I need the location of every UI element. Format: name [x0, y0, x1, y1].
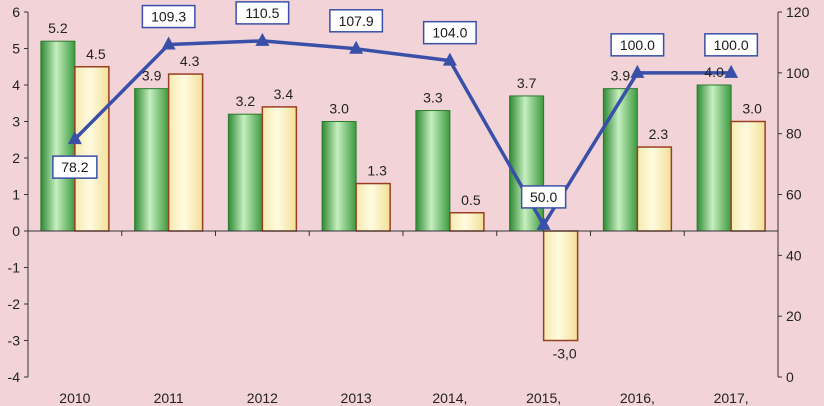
label-s3-3: 107.9 [339, 13, 374, 29]
y-left-tick-label-2: -2 [8, 296, 21, 312]
point-s3-1 [161, 36, 176, 50]
label-s2-0: 4.5 [86, 46, 106, 62]
axes: 2010 2011 2012 2013 2014, 2015, 2016, 2017,-4-3… [8, 4, 810, 406]
bar-s2-2 [261, 106, 298, 232]
label-s2-5: -3,0 [553, 346, 577, 362]
y-right-tick-label-6: 120 [786, 4, 810, 20]
bar-s2-0 [74, 66, 110, 232]
label-s1-2: 3.2 [236, 93, 256, 109]
label-s1-6: 3.9 [611, 68, 631, 84]
bar-s2-3 [355, 182, 391, 232]
point-s3-6 [630, 64, 645, 78]
label-s2-3: 1.3 [367, 163, 387, 179]
y-left-tick-label-6: 2 [12, 150, 20, 166]
x-tick-label-7: 2017, [714, 390, 749, 406]
point-s3-0 [67, 131, 82, 145]
y-right-tick-label-4: 80 [786, 126, 802, 142]
y-left-tick-label-10: 6 [12, 4, 20, 20]
bar-s2-5 [542, 230, 579, 342]
bar-s1-0 [40, 40, 76, 232]
label-s1-7: 4.0 [704, 64, 724, 80]
bar-s1-5 [509, 95, 545, 232]
bar-s2-6 [636, 146, 673, 232]
label-s3-1: 109.3 [151, 9, 186, 25]
label-box-s3-5 [520, 185, 567, 209]
label-s1-5: 3.7 [517, 75, 537, 91]
bar-s1-6 [602, 88, 638, 232]
label-s1-0: 5.2 [48, 20, 68, 36]
y-left-tick-label-8: 4 [12, 77, 20, 93]
y-left-tick-label-1: -3 [8, 333, 21, 349]
label-s2-6: 2.3 [649, 126, 669, 142]
bar-s1-4 [415, 110, 451, 232]
bar-s1-2 [227, 113, 263, 232]
label-box-s3-7 [704, 33, 759, 57]
data-labels: 5.2 4.5 3.9 4.3 3.2 3.4 3.0 1.3 3.3 0.5 3.7 -3,0 3.9… [48, 1, 762, 362]
bar-s1-1 [134, 88, 170, 232]
y-right-tick-label-2: 40 [786, 247, 802, 263]
y-left-tick-label-0: -4 [8, 369, 21, 385]
bar-s2-7 [730, 120, 766, 232]
y-left-tick-label-9: 5 [12, 41, 20, 57]
y-right-tick-label-0: 0 [786, 369, 794, 385]
x-tick-label-6: 2016, [620, 390, 655, 406]
series-3-polyline [73, 39, 732, 227]
point-s3-2 [255, 32, 270, 46]
label-box-s3-3 [329, 9, 384, 33]
label-box-s3-2 [235, 1, 290, 25]
label-s2-2: 3.4 [274, 86, 294, 102]
y-right-tick-label-5: 100 [786, 65, 810, 81]
label-s1-4: 3.3 [423, 90, 443, 106]
label-s3-5: 50.0 [530, 189, 557, 205]
point-s3-7 [724, 64, 739, 78]
label-s3-7: 100.0 [714, 37, 749, 53]
label-s2-1: 4.3 [180, 53, 200, 69]
bar-s1-3 [321, 121, 357, 232]
label-s1-1: 3.9 [142, 68, 162, 84]
label-box-s3-1 [141, 4, 196, 29]
x-tick-label-4: 2014, [432, 390, 467, 406]
label-box-s3-6 [610, 33, 665, 57]
point-s3-4 [442, 52, 457, 66]
x-tick-label-2: 2012 [247, 390, 278, 406]
label-s1-3: 3.0 [329, 101, 349, 117]
x-tick-label-3: 2013 [341, 390, 372, 406]
point-s3-3 [349, 40, 364, 54]
y-right-tick-label-3: 60 [786, 187, 802, 203]
label-s3-0: 78.2 [61, 159, 88, 175]
y-left-tick-label-7: 3 [12, 114, 20, 130]
label-s3-6: 100.0 [620, 37, 655, 53]
bar-s2-1 [167, 73, 204, 232]
label-box-s3-4 [422, 20, 477, 45]
y-left-tick-label-4: 0 [12, 223, 20, 239]
point-s3-5 [536, 216, 551, 230]
series-3-line [67, 32, 739, 230]
y-left-tick-label-3: -1 [8, 260, 21, 276]
y-left-tick-label-5: 1 [12, 187, 20, 203]
x-tick-label-0: 2010 [59, 390, 90, 406]
x-tick-label-1: 2011 [154, 390, 184, 406]
label-s3-2: 110.5 [245, 5, 279, 21]
y-right-tick-label-1: 20 [786, 308, 802, 324]
label-s2-7: 3.0 [742, 101, 762, 117]
x-tick-label-5: 2015, [526, 390, 561, 406]
label-s3-4: 104.0 [432, 25, 467, 41]
bar-s1-7 [696, 84, 732, 232]
label-s2-4: 0.5 [461, 192, 481, 208]
label-box-s3-0 [52, 155, 98, 179]
bar-s2-4 [449, 212, 485, 232]
